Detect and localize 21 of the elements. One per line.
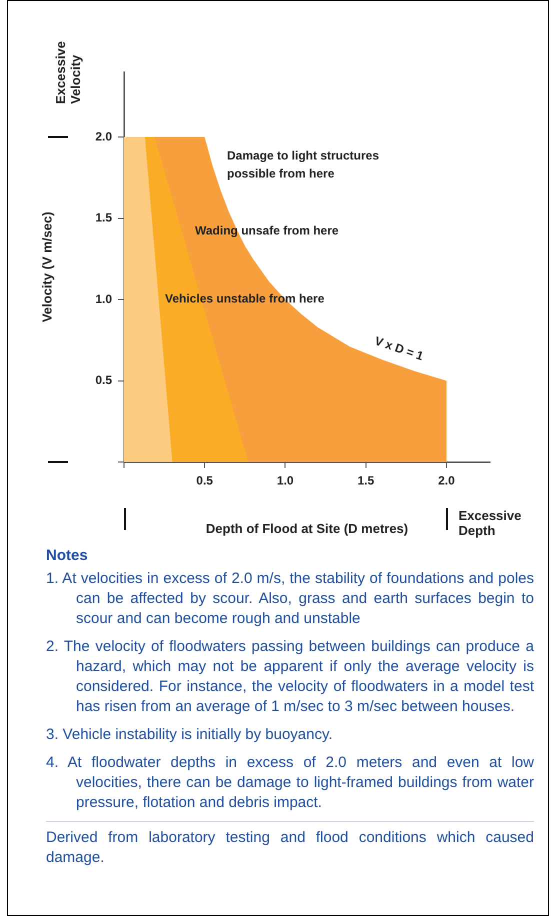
- text: 3. Vehicle instability is initially by buoyancy.: [46, 725, 334, 745]
- annotation: V x D = 1: [372, 334, 426, 364]
- x-tick-label: 1.0: [276, 474, 294, 488]
- text: Excessive Velocity: [53, 40, 83, 104]
- y-tick-label: 2.0: [95, 129, 112, 144]
- x-tick-label: 2.0: [438, 474, 456, 488]
- y-tick-label: 1.5: [95, 210, 112, 225]
- x-tick-label: 0.5: [196, 474, 214, 488]
- x-tick-label: 1.5: [358, 474, 375, 488]
- y-tick-label: 1.0: [95, 292, 112, 306]
- text: 2. The velocity of floodwaters passing between buildings can produce a hazard, which may not be apparent if only the average velocity is considered. For instance, the velocity of floodwaters in a model test has risen from an average of 1 m/sec to 3 m/sec between houses.: [46, 637, 534, 717]
- text: Excessive Depth: [458, 508, 522, 538]
- y-axis-title: Velocity (V m/sec): [39, 212, 54, 322]
- text: Notes: [46, 546, 89, 566]
- text: 4. At floodwater depths in excess of 2.0 meters and even at low velocities, there can be damage to light-framed buildings from water pressure, flotation and debris impact.: [46, 753, 534, 813]
- annotation: Damage to light structures possible from here: [227, 148, 380, 180]
- x-axis-title: Depth of Flood at Site (D metres): [206, 520, 408, 536]
- y-tick-label: 0.5: [95, 373, 112, 388]
- text: Derived from laboratory testing and flood conditions which caused damage.: [46, 821, 534, 868]
- text: 1. At velocities in excess of 2.0 m/s, the stability of foundations and poles can be affected by scour. Also, grass and earth surfaces begin to scour and can become rough and unstable: [46, 569, 534, 629]
- annotation: Wading unsafe from here: [195, 223, 339, 238]
